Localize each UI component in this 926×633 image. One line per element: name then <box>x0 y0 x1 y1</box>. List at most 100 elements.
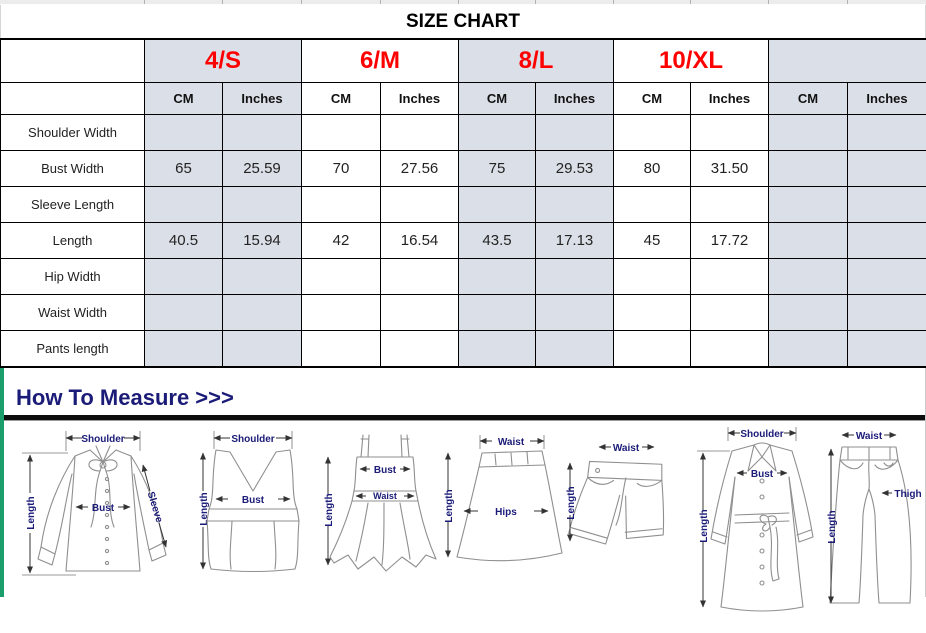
value-cell: 45 <box>613 222 692 259</box>
value-cell <box>613 330 692 368</box>
size-header-10/XL: 10/XL <box>613 38 770 83</box>
value-cell: 27.56 <box>379 150 460 187</box>
corner-cell <box>0 38 145 83</box>
value-cell <box>222 330 302 368</box>
row-label: Shoulder Width <box>0 114 145 151</box>
measure-label-shoulder: Shoulder <box>231 434 274 445</box>
measure-label-bust: Bust <box>374 465 397 476</box>
value-cell <box>847 186 926 223</box>
value-cell <box>458 258 537 295</box>
value-cell: 15.94 <box>222 222 302 259</box>
value-cell <box>222 186 302 223</box>
size-header-6/M: 6/M <box>300 38 460 83</box>
corner-cell <box>0 82 145 115</box>
value-cell: 16.54 <box>379 222 460 259</box>
value-cell <box>144 294 223 331</box>
unit-header-inches: Inches <box>379 82 460 115</box>
value-cell <box>847 258 926 295</box>
value-cell <box>458 186 537 223</box>
gridline <box>380 0 381 4</box>
dress-diagram: Bust Waist Length <box>324 434 437 572</box>
table-row: Shoulder Width <box>0 114 926 151</box>
table-row: Pants length <box>0 330 926 368</box>
measure-label-shoulder: Shoulder <box>81 434 124 445</box>
value-cell <box>144 258 223 295</box>
value-cell <box>301 330 381 368</box>
value-cell <box>847 330 926 368</box>
measure-label-thigh: Thigh <box>894 489 921 500</box>
value-cell <box>301 186 381 223</box>
measure-label-length: Length <box>324 493 335 526</box>
value-cell <box>458 114 537 151</box>
measure-label-length: Length <box>444 489 455 522</box>
value-cell <box>144 330 223 368</box>
value-cell <box>690 294 770 331</box>
value-cell <box>847 150 926 187</box>
measure-label-length: Length <box>199 492 210 525</box>
measure-label-bust: Bust <box>92 503 115 514</box>
how-to-measure-heading: How To Measure >>> <box>16 385 234 410</box>
gridline <box>847 0 848 4</box>
unit-header-inches: Inches <box>535 82 615 115</box>
measure-label-waist: Waist <box>498 437 525 448</box>
measure-label-length: Length <box>26 496 37 529</box>
row-label: Length <box>0 222 145 259</box>
gridline <box>535 0 536 4</box>
value-cell <box>379 186 460 223</box>
value-cell <box>144 114 223 151</box>
value-cell <box>768 330 849 368</box>
gridline <box>690 0 691 4</box>
value-cell <box>379 294 460 331</box>
value-cell <box>847 294 926 331</box>
measure-label-length: Length <box>699 509 710 542</box>
table-row: Sleeve Length <box>0 186 926 223</box>
value-cell <box>768 222 849 259</box>
value-cell <box>535 294 615 331</box>
value-cell <box>847 114 926 151</box>
value-cell: 75 <box>458 150 537 187</box>
value-cell <box>768 114 849 151</box>
value-cell <box>768 186 849 223</box>
value-cell <box>144 186 223 223</box>
measure-label-length: Length <box>827 510 838 543</box>
value-cell: 40.5 <box>144 222 223 259</box>
value-cell: 29.53 <box>535 150 615 187</box>
value-cell: 43.5 <box>458 222 537 259</box>
unit-header-cm: CM <box>613 82 692 115</box>
how-to-measure-section: How To Measure >>> Shoulder Length <box>0 368 926 612</box>
measure-label-hips: Hips <box>495 507 517 518</box>
shorts-diagram: Waist Length <box>566 443 665 545</box>
unit-header-inches: Inches <box>690 82 770 115</box>
value-cell <box>535 330 615 368</box>
row-label: Bust Width <box>0 150 145 187</box>
blouse-diagram: Shoulder Length Bust Sleeve <box>22 431 168 576</box>
unit-header-inches: Inches <box>222 82 302 115</box>
value-cell <box>613 186 692 223</box>
value-cell <box>535 186 615 223</box>
size-header-8/L: 8/L <box>458 38 615 83</box>
pants-diagram: Waist Thigh Length <box>827 431 922 604</box>
page-title: SIZE CHART <box>0 5 926 38</box>
value-cell <box>301 294 381 331</box>
value-cell <box>613 294 692 331</box>
measure-label-shoulder: Shoulder <box>740 429 783 440</box>
gridline <box>768 0 769 4</box>
table-row: Waist Width <box>0 294 926 331</box>
value-cell <box>690 186 770 223</box>
skirt-diagram: Waist Hips Length <box>444 435 563 562</box>
measure-label-waist: Waist <box>856 431 883 442</box>
value-cell: 25.59 <box>222 150 302 187</box>
table-row: Bust Width 65 25.59 70 27.56 75 29.53 80 31.50 <box>0 150 926 187</box>
value-cell <box>690 330 770 368</box>
gridline <box>144 0 145 4</box>
table-row: Length 40.5 15.94 42 16.54 43.5 17.13 45 17.72 <box>0 222 926 259</box>
unit-header-cm: CM <box>768 82 849 115</box>
value-cell <box>690 258 770 295</box>
value-cell <box>222 114 302 151</box>
unit-header-cm: CM <box>458 82 537 115</box>
gridline <box>458 0 459 4</box>
value-cell: 70 <box>301 150 381 187</box>
row-label: Pants length <box>0 330 145 368</box>
value-cell <box>535 114 615 151</box>
gridline <box>222 0 223 4</box>
